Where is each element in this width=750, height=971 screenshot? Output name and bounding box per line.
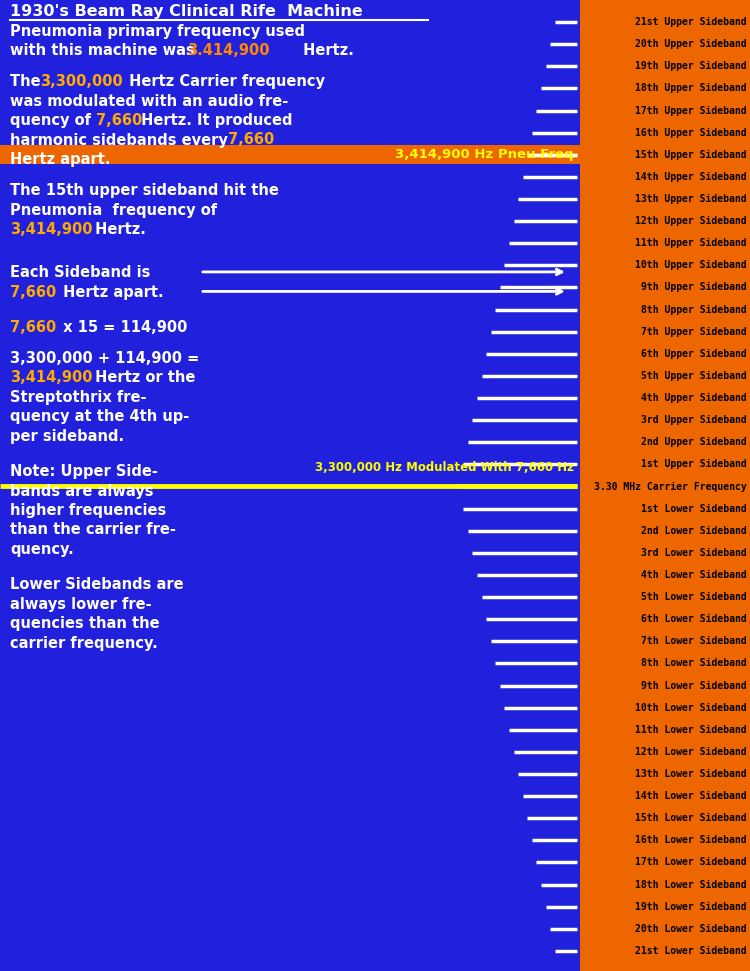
Text: 3,300,000 Hz Modulated With 7,660 Hz: 3,300,000 Hz Modulated With 7,660 Hz <box>315 461 574 475</box>
Text: quency at the 4th up-: quency at the 4th up- <box>10 410 189 424</box>
Text: quency of: quency of <box>10 113 96 128</box>
Text: 15th Upper Sideband: 15th Upper Sideband <box>635 150 747 160</box>
Text: bands are always: bands are always <box>10 484 154 498</box>
Text: was modulated with an audio fre-: was modulated with an audio fre- <box>10 93 288 109</box>
Text: 13th Lower Sideband: 13th Lower Sideband <box>635 769 747 779</box>
Text: 17th Lower Sideband: 17th Lower Sideband <box>635 857 747 867</box>
Text: 14th Lower Sideband: 14th Lower Sideband <box>635 791 747 801</box>
Text: 3,414,900 Hz Pneu Freq: 3,414,900 Hz Pneu Freq <box>395 149 574 161</box>
Text: 6th Lower Sideband: 6th Lower Sideband <box>641 615 747 624</box>
Text: quency.: quency. <box>10 542 74 557</box>
Text: per sideband.: per sideband. <box>10 429 124 444</box>
Text: 1930's Beam Ray Clinical Rife  Machine: 1930's Beam Ray Clinical Rife Machine <box>10 4 363 19</box>
Text: 15th Lower Sideband: 15th Lower Sideband <box>635 814 747 823</box>
Text: Each Sideband is: Each Sideband is <box>10 265 150 280</box>
Text: quencies than the: quencies than the <box>10 617 160 631</box>
Text: harmonic sidebands every: harmonic sidebands every <box>10 132 233 148</box>
Text: Hertz. It produced: Hertz. It produced <box>136 113 292 128</box>
Text: 17th Upper Sideband: 17th Upper Sideband <box>635 106 747 116</box>
Text: 8th Upper Sideband: 8th Upper Sideband <box>641 305 747 315</box>
Text: 10th Lower Sideband: 10th Lower Sideband <box>635 703 747 713</box>
Text: 2nd Lower Sideband: 2nd Lower Sideband <box>641 525 747 536</box>
Text: 8th Lower Sideband: 8th Lower Sideband <box>641 658 747 668</box>
Text: The 15th upper sideband hit the: The 15th upper sideband hit the <box>10 184 279 198</box>
Text: 11th Lower Sideband: 11th Lower Sideband <box>635 724 747 735</box>
Text: 3,414,900: 3,414,900 <box>10 370 92 385</box>
Text: 13th Upper Sideband: 13th Upper Sideband <box>635 194 747 204</box>
Text: 1st Upper Sideband: 1st Upper Sideband <box>641 459 747 469</box>
Text: 21st Upper Sideband: 21st Upper Sideband <box>635 17 747 27</box>
Text: 9th Upper Sideband: 9th Upper Sideband <box>641 283 747 292</box>
Text: 5th Lower Sideband: 5th Lower Sideband <box>641 592 747 602</box>
Text: 6th Upper Sideband: 6th Upper Sideband <box>641 349 747 359</box>
Text: Hertz.: Hertz. <box>298 43 354 58</box>
Text: 18th Lower Sideband: 18th Lower Sideband <box>635 880 747 889</box>
Text: 1st Lower Sideband: 1st Lower Sideband <box>641 504 747 514</box>
Bar <box>0 145 629 164</box>
Text: x 15 = 114,900: x 15 = 114,900 <box>58 319 188 335</box>
Text: 9th Lower Sideband: 9th Lower Sideband <box>641 681 747 690</box>
Text: 4th Upper Sideband: 4th Upper Sideband <box>641 393 747 403</box>
Text: Lower Sidebands are: Lower Sidebands are <box>10 577 184 592</box>
Text: 3.414,900: 3.414,900 <box>187 43 269 58</box>
Text: carrier frequency.: carrier frequency. <box>10 636 157 651</box>
Text: 21st Lower Sideband: 21st Lower Sideband <box>635 946 747 955</box>
Text: 10th Upper Sideband: 10th Upper Sideband <box>635 260 747 270</box>
Text: 3,300,000 + 114,900 =: 3,300,000 + 114,900 = <box>10 351 200 366</box>
Text: The: The <box>10 74 46 89</box>
Text: 7,660: 7,660 <box>10 285 56 300</box>
Text: 19th Upper Sideband: 19th Upper Sideband <box>635 61 747 71</box>
Text: with this machine was: with this machine was <box>10 43 200 58</box>
Text: 18th Upper Sideband: 18th Upper Sideband <box>635 84 747 93</box>
Text: higher frequencies: higher frequencies <box>10 503 166 518</box>
Text: always lower fre-: always lower fre- <box>10 596 152 612</box>
Text: 7,660: 7,660 <box>228 132 274 148</box>
Text: than the carrier fre-: than the carrier fre- <box>10 522 176 538</box>
Text: 20th Upper Sideband: 20th Upper Sideband <box>635 39 747 50</box>
Text: 11th Upper Sideband: 11th Upper Sideband <box>635 238 747 249</box>
Text: 12th Lower Sideband: 12th Lower Sideband <box>635 747 747 757</box>
Text: 7th Lower Sideband: 7th Lower Sideband <box>641 636 747 647</box>
Text: Pneumonia  frequency of: Pneumonia frequency of <box>10 203 217 218</box>
Text: 20th Lower Sideband: 20th Lower Sideband <box>635 923 747 934</box>
Text: Streptothrix fre-: Streptothrix fre- <box>10 390 146 405</box>
Text: 16th Lower Sideband: 16th Lower Sideband <box>635 835 747 846</box>
Text: 7,660: 7,660 <box>96 113 142 128</box>
Text: Hertz.: Hertz. <box>90 222 146 237</box>
Text: Hertz or the: Hertz or the <box>90 370 195 385</box>
Bar <box>580 0 750 971</box>
Text: 3,300,000: 3,300,000 <box>40 74 123 89</box>
Text: Note: Upper Side-: Note: Upper Side- <box>10 464 157 479</box>
Text: 3rd Lower Sideband: 3rd Lower Sideband <box>641 548 747 558</box>
Text: Hertz apart.: Hertz apart. <box>10 152 110 167</box>
Text: 2nd Upper Sideband: 2nd Upper Sideband <box>641 437 747 448</box>
Text: 12th Upper Sideband: 12th Upper Sideband <box>635 217 747 226</box>
Text: 5th Upper Sideband: 5th Upper Sideband <box>641 371 747 381</box>
Text: 7th Upper Sideband: 7th Upper Sideband <box>641 326 747 337</box>
Text: 4th Lower Sideband: 4th Lower Sideband <box>641 570 747 580</box>
Text: 7,660: 7,660 <box>10 319 56 335</box>
Text: 3,414,900: 3,414,900 <box>10 222 92 237</box>
Text: Pneumonia primary frequency used: Pneumonia primary frequency used <box>10 24 305 39</box>
Text: 19th Lower Sideband: 19th Lower Sideband <box>635 902 747 912</box>
Text: Hertz Carrier frequency: Hertz Carrier frequency <box>124 74 325 89</box>
Text: 3.30 MHz Carrier Frequency: 3.30 MHz Carrier Frequency <box>594 482 747 491</box>
Text: Hertz apart.: Hertz apart. <box>58 285 164 300</box>
Text: 14th Upper Sideband: 14th Upper Sideband <box>635 172 747 182</box>
Text: 16th Upper Sideband: 16th Upper Sideband <box>635 127 747 138</box>
Text: 3rd Upper Sideband: 3rd Upper Sideband <box>641 416 747 425</box>
